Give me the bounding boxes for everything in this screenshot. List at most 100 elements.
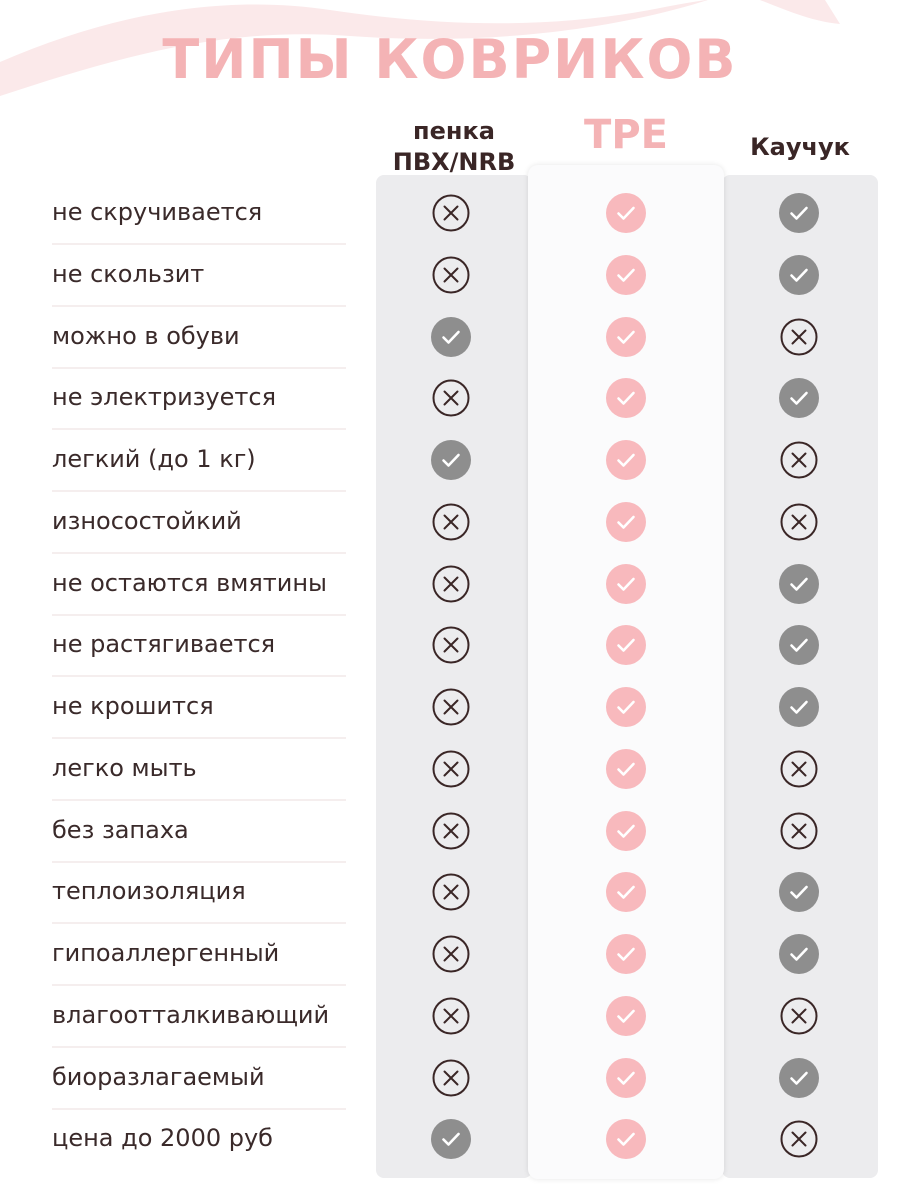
table-row: износостойкий xyxy=(0,491,900,554)
feature-label: не крошится xyxy=(52,692,214,720)
check-circle-icon-tpe xyxy=(606,316,646,357)
feature-label: биоразлагаемый xyxy=(52,1062,265,1091)
row-divider xyxy=(52,613,346,616)
feature-label: теплоизоляция xyxy=(52,877,246,906)
column-header-tpe: TPE xyxy=(584,112,668,158)
cross-circle-icon-rubber xyxy=(779,317,819,357)
row-divider xyxy=(52,984,346,986)
row-divider xyxy=(52,922,346,925)
check-circle-icon-tpe xyxy=(606,872,646,913)
check-circle-icon-rubber xyxy=(779,625,819,666)
feature-label: износостойкий xyxy=(52,506,242,535)
column-header-rubber: Каучук xyxy=(750,133,850,161)
check-circle-icon-pvc xyxy=(431,316,471,357)
row-divider xyxy=(52,860,346,863)
cross-circle-icon-rubber xyxy=(779,1119,819,1159)
check-circle-icon-pvc xyxy=(431,440,471,480)
feature-label: не скручивается xyxy=(52,198,263,226)
feature-label: не остаются вмятины xyxy=(52,568,328,597)
check-circle-icon-tpe xyxy=(606,934,646,974)
row-divider xyxy=(52,737,346,739)
table-row: легкий (до 1 кг) xyxy=(0,429,900,492)
row-divider xyxy=(52,1045,346,1048)
table-row: теплоизоляция xyxy=(0,861,900,925)
row-divider xyxy=(52,798,346,801)
cross-circle-icon-rubber xyxy=(779,996,819,1036)
feature-label: не растягивается xyxy=(52,630,276,659)
table-row: без запаха xyxy=(0,800,900,863)
cross-circle-icon-pvc xyxy=(431,502,471,542)
feature-label: гипоаллергенный xyxy=(52,939,280,967)
decorative-swoosh xyxy=(0,0,840,96)
table-row: можно в обуви xyxy=(0,306,900,369)
feature-label: влагоотталкивающий xyxy=(52,1000,330,1029)
table-row: биоразлагаемый xyxy=(0,1047,900,1110)
check-circle-icon-rubber xyxy=(779,378,819,419)
row-divider xyxy=(52,243,346,245)
feature-label: цена до 2000 руб xyxy=(52,1124,273,1153)
check-circle-icon-tpe xyxy=(606,193,646,233)
check-circle-icon-tpe xyxy=(606,625,646,666)
cross-circle-icon-pvc xyxy=(431,1058,471,1098)
table-row: не растягивается xyxy=(0,614,900,678)
check-circle-icon-rubber xyxy=(779,1057,819,1098)
feature-label: легко мыть xyxy=(52,753,197,782)
cross-circle-icon-pvc xyxy=(431,193,471,233)
row-divider xyxy=(52,366,346,369)
table-row: гипоаллергенный xyxy=(0,923,900,986)
row-divider xyxy=(52,1107,346,1110)
check-circle-icon-rubber xyxy=(779,193,819,233)
check-circle-icon-tpe xyxy=(606,378,646,419)
check-circle-icon-tpe xyxy=(606,563,646,604)
check-circle-icon-pvc xyxy=(431,1119,471,1160)
page-title: ТИПЫ КОВРИКОВ xyxy=(162,28,738,91)
check-circle-icon-rubber xyxy=(779,563,819,604)
cross-circle-icon-pvc xyxy=(431,564,471,604)
table-row: цена до 2000 руб xyxy=(0,1108,900,1170)
check-circle-icon-rubber xyxy=(779,687,819,727)
check-circle-icon-tpe xyxy=(606,254,646,295)
cross-circle-icon-pvc xyxy=(431,378,471,418)
check-circle-icon-tpe xyxy=(606,687,646,727)
cross-circle-icon-rubber xyxy=(779,440,819,480)
check-circle-icon-tpe xyxy=(606,995,646,1036)
table-row: легко мыть xyxy=(0,738,900,801)
feature-label: можно в обуви xyxy=(52,321,240,350)
table-row: не скручивается xyxy=(0,182,900,245)
table-row: не остаются вмятины xyxy=(0,553,900,616)
feature-label: не электризуется xyxy=(52,383,277,412)
table-row: влагоотталкивающий xyxy=(0,985,900,1048)
column-header-pvc: пенка ПВХ/NRB xyxy=(376,116,532,178)
cross-circle-icon-pvc xyxy=(431,934,471,974)
check-circle-icon-tpe xyxy=(606,810,646,851)
cross-circle-icon-rubber xyxy=(779,811,819,851)
cross-circle-icon-rubber xyxy=(779,749,819,789)
table-row: не крошится xyxy=(0,676,900,739)
row-divider xyxy=(52,490,346,492)
row-divider xyxy=(52,304,346,307)
check-circle-icon-rubber xyxy=(779,872,819,913)
check-circle-icon-tpe xyxy=(606,748,646,789)
check-circle-icon-tpe xyxy=(606,440,646,480)
cross-circle-icon-pvc xyxy=(431,687,471,727)
check-circle-icon-tpe xyxy=(606,1119,646,1160)
feature-label: легкий (до 1 кг) xyxy=(52,445,256,473)
row-divider xyxy=(52,551,346,554)
feature-label: не скользит xyxy=(52,259,205,288)
row-divider xyxy=(52,675,346,678)
cross-circle-icon-rubber xyxy=(779,502,819,542)
feature-label: без запаха xyxy=(52,815,189,844)
column-header-pvc-line2: ПВХ/NRB xyxy=(392,148,516,176)
table-row: не электризуется xyxy=(0,367,900,431)
cross-circle-icon-pvc xyxy=(431,996,471,1036)
check-circle-icon-tpe xyxy=(606,501,646,542)
cross-circle-icon-pvc xyxy=(431,872,471,912)
cross-circle-icon-pvc xyxy=(431,749,471,789)
check-circle-icon-rubber xyxy=(779,934,819,974)
rubber-column-panel xyxy=(722,175,878,1178)
row-divider xyxy=(52,428,346,431)
table-row: не скользит xyxy=(0,244,900,307)
check-circle-icon-rubber xyxy=(779,254,819,295)
cross-circle-icon-pvc xyxy=(431,625,471,665)
column-header-pvc-line1: пенка xyxy=(413,117,495,145)
